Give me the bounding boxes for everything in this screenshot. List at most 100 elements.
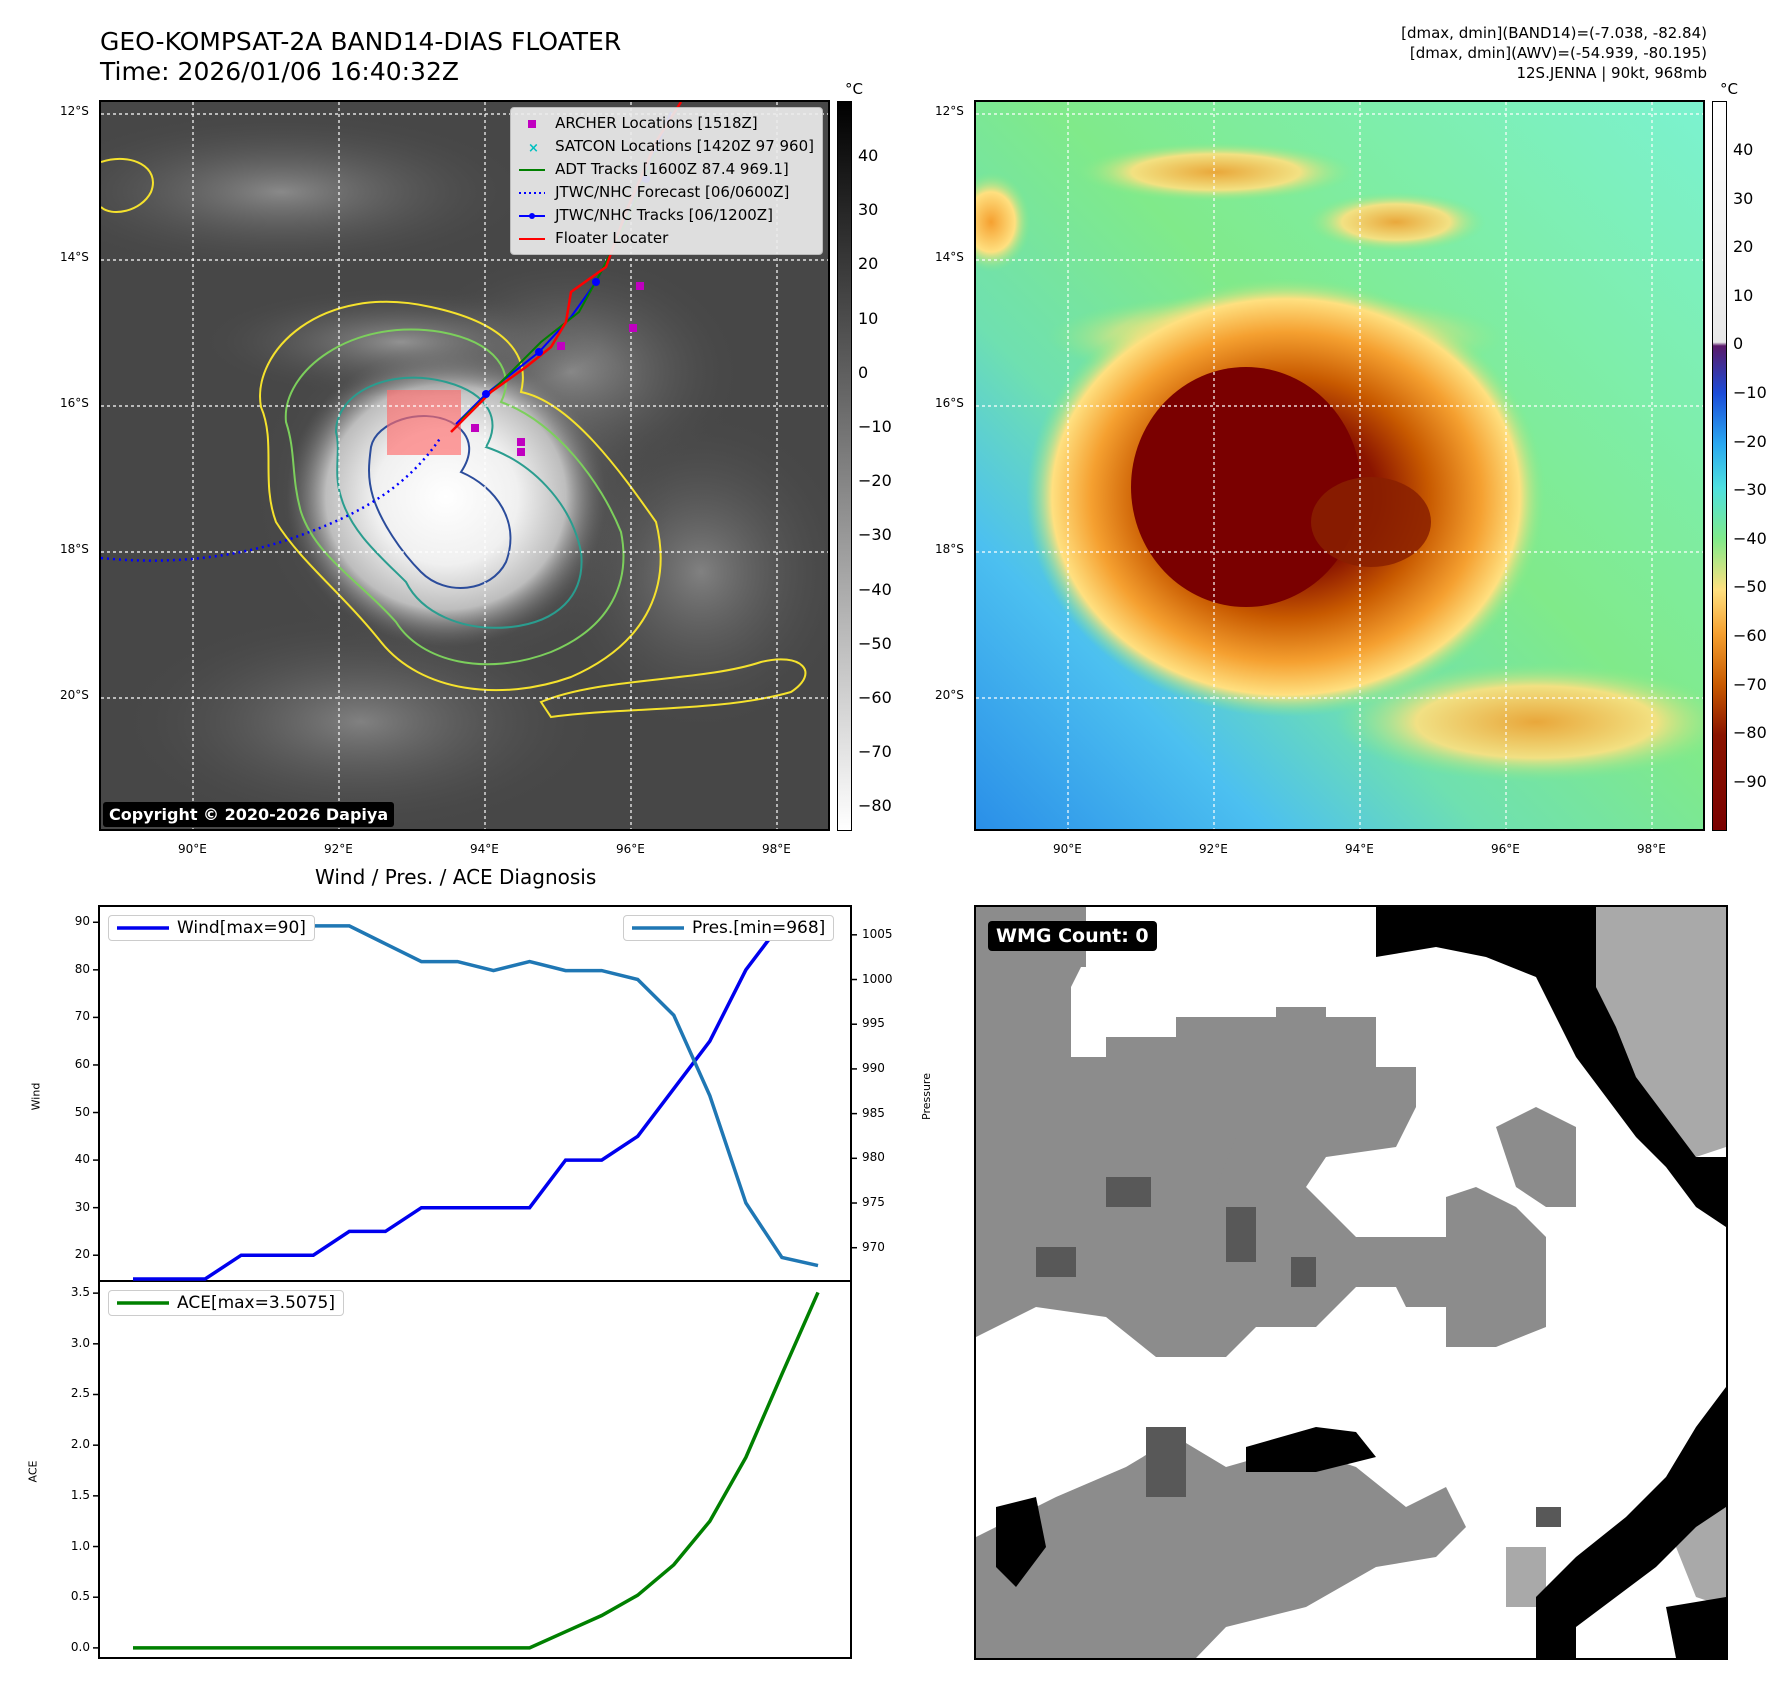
ir-colorbar-tick: −70 xyxy=(858,742,892,762)
legend-forecast: JTWC/NHC Forecast [06/0600Z] xyxy=(519,183,790,201)
ir-colorbar-tick: 0 xyxy=(858,362,869,382)
ir-lat-20s: 20°S xyxy=(60,688,89,702)
ace-tick-label: 3.5 xyxy=(70,1285,90,1300)
ace-tick-label: 0.0 xyxy=(70,1639,90,1654)
wind-tick-label: 40 xyxy=(74,1152,90,1167)
awv-colorbar-tick: −40 xyxy=(1733,528,1767,548)
awv-colorbar-unit: °C xyxy=(1720,80,1738,98)
info-band14-range: [dmax, dmin](BAND14)=(-7.038, -82.84) xyxy=(1401,24,1707,42)
awv-colorbar-tick: 40 xyxy=(1733,140,1754,159)
wind-tick-label: 90 xyxy=(74,914,90,929)
ir-colorbar-tick: −50 xyxy=(858,633,892,653)
pressure-axis-label: Pressure xyxy=(919,1073,933,1120)
awv-lon-90e: 90°E xyxy=(1053,842,1082,856)
pres-tick-label: 1000 xyxy=(862,971,893,986)
wind-tick-label: 70 xyxy=(74,1009,90,1024)
ir-colorbar-tick: −80 xyxy=(858,796,892,816)
pres-tick-label: 970 xyxy=(862,1239,885,1254)
pres-tick-label: 995 xyxy=(862,1016,885,1031)
wind-tick-label: 80 xyxy=(74,961,90,976)
ir-lat-12s: 12°S xyxy=(60,104,89,118)
pres-legend: Pres.[min=968] xyxy=(623,915,835,941)
awv-colorbar-tick: 0 xyxy=(1733,334,1744,354)
pres-tick-label: 1005 xyxy=(862,926,893,941)
awv-lat-12s: 12°S xyxy=(935,104,964,118)
ir-colorbar-tick: −10 xyxy=(858,417,892,436)
wmg-panel: WMG Count: 0 xyxy=(974,905,1728,1660)
ir-lon-90e: 90°E xyxy=(178,842,207,856)
ir-lon-94e: 94°E xyxy=(470,842,499,856)
ir-colorbar-tick: −30 xyxy=(858,525,892,545)
ace-axes-frame xyxy=(98,1280,852,1659)
awv-colorbar-tick: 20 xyxy=(1733,237,1754,257)
info-storm: 12S.JENNA | 90kt, 968mb xyxy=(1516,64,1707,82)
diag-title: Wind / Pres. / ACE Diagnosis xyxy=(315,865,597,889)
ir-colorbar-tick: −20 xyxy=(858,471,892,491)
pres-tick-label: 990 xyxy=(862,1060,885,1075)
ir-colorbar-tick: −60 xyxy=(858,688,892,707)
awv-lon-92e: 92°E xyxy=(1199,842,1228,856)
awv-colorbar-tick: −10 xyxy=(1733,383,1767,402)
ir-colorbar-tick: 20 xyxy=(858,254,879,274)
ace-axis-label: ACE xyxy=(26,1460,40,1483)
awv-lon-98e: 98°E xyxy=(1637,842,1666,856)
ir-colorbar-tick: 40 xyxy=(858,146,879,165)
wmg-count-badge: WMG Count: 0 xyxy=(988,921,1157,951)
map-legend: ARCHER Locations [1518Z] × SATCON Locati… xyxy=(510,107,823,255)
awv-colorbar-tick: −60 xyxy=(1733,626,1767,645)
ir-colorbar-tick: 10 xyxy=(858,308,879,328)
awv-colorbar-tick: 10 xyxy=(1733,285,1754,305)
pres-tick-label: 980 xyxy=(862,1150,885,1165)
awv-colorbar-tick: −90 xyxy=(1733,771,1767,791)
ace-series-line xyxy=(133,1291,820,1650)
wind-axis-label: Wind xyxy=(29,1082,43,1111)
figure-title: GEO-KOMPSAT-2A BAND14-DIAS FLOATER xyxy=(100,27,622,56)
awv-colorbar-tick: −20 xyxy=(1733,431,1767,451)
awv-map-image xyxy=(976,102,1703,829)
ir-lat-16s: 16°S xyxy=(60,396,89,410)
legend-adt: ADT Tracks [1600Z 87.4 969.1] xyxy=(519,160,789,178)
wind-axes-frame xyxy=(98,905,852,1282)
awv-colorbar-tick: −80 xyxy=(1733,723,1767,743)
awv-colorbar-tick: 30 xyxy=(1733,188,1754,208)
ir-colorbar-tick: 30 xyxy=(858,200,879,220)
ace-legend: ACE[max=3.5075] xyxy=(108,1290,344,1316)
ace-tick-label: 3.0 xyxy=(70,1335,90,1350)
legend-archer: ARCHER Locations [1518Z] xyxy=(519,112,814,135)
awv-colorbar-tick: −50 xyxy=(1733,577,1767,597)
wind-tick-label: 20 xyxy=(74,1247,90,1262)
awv-lon-94e: 94°E xyxy=(1345,842,1374,856)
wind-legend: Wind[max=90] xyxy=(108,915,315,941)
legend-satcon: × SATCON Locations [1420Z 97 960] xyxy=(528,137,814,155)
awv-colorbar-tick: −30 xyxy=(1733,480,1767,500)
awv-lon-96e: 96°E xyxy=(1491,842,1520,856)
legend-tracks: JTWC/NHC Tracks [06/1200Z] xyxy=(519,204,814,227)
ace-tick-label: 2.0 xyxy=(70,1437,90,1452)
awv-colorbar xyxy=(1712,101,1727,831)
awv-colorbar-tick: −70 xyxy=(1733,674,1767,694)
ir-lon-92e: 92°E xyxy=(324,842,353,856)
wind-tick-label: 30 xyxy=(74,1199,90,1214)
info-awv-range: [dmax, dmin](AWV)=(-54.939, -80.195) xyxy=(1409,44,1707,62)
ir-lat-18s: 18°S xyxy=(60,542,89,556)
ir-colorbar-unit: °C xyxy=(845,80,863,98)
awv-lat-16s: 16°S xyxy=(935,396,964,410)
wind-series-line xyxy=(133,920,818,1281)
wind-tick-label: 50 xyxy=(74,1104,90,1119)
awv-lat-14s: 14°S xyxy=(935,250,964,264)
awv-lat-20s: 20°S xyxy=(935,688,964,702)
pres-tick-label: 985 xyxy=(862,1105,885,1120)
wind-tick-label: 60 xyxy=(74,1056,90,1071)
ace-tick-label: 1.5 xyxy=(70,1487,90,1502)
ir-map-panel: ARCHER Locations [1518Z] × SATCON Locati… xyxy=(99,100,830,831)
ace-tick-label: 0.5 xyxy=(70,1589,90,1604)
ir-lon-98e: 98°E xyxy=(762,842,791,856)
copyright-badge: Copyright © 2020-2026 Dapiya xyxy=(103,802,395,827)
legend-floater: Floater Locater xyxy=(519,229,669,247)
wmg-image xyxy=(976,907,1726,1658)
ace-tick-label: 1.0 xyxy=(70,1538,90,1553)
ir-colorbar-tick: −40 xyxy=(858,579,892,599)
ir-lon-96e: 96°E xyxy=(616,842,645,856)
ace-tick-label: 2.5 xyxy=(70,1386,90,1401)
figure-time: Time: 2026/01/06 16:40:32Z xyxy=(100,57,459,86)
